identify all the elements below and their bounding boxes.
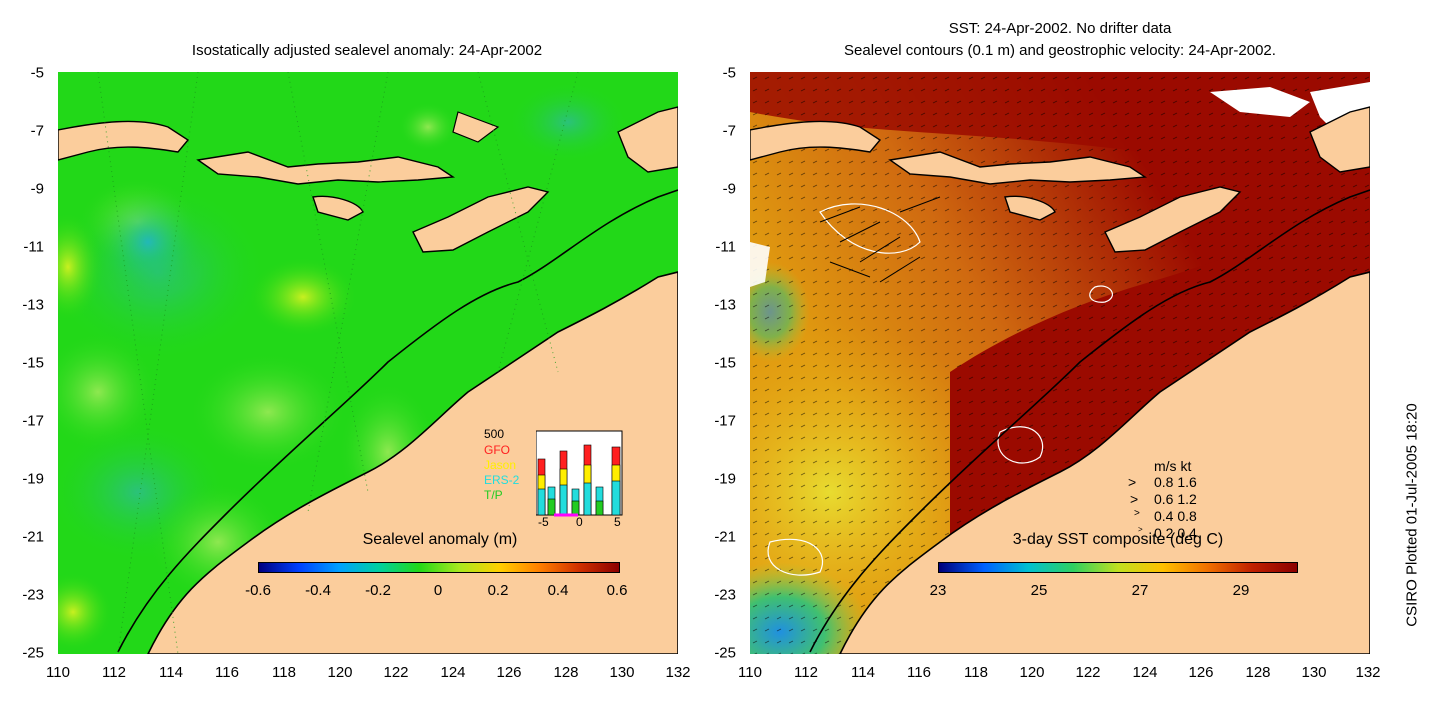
- x-tick: 128: [1245, 664, 1271, 681]
- sst-map: m/s kt > 0.8 1.6 > 0.6 1.2 > 0.4 0.8 > 0…: [750, 72, 1370, 654]
- y-tick: -9: [30, 180, 44, 198]
- y-tick: -25: [22, 644, 44, 662]
- right-map-title-line1: SST: 24-Apr-2002. No drifter data: [948, 20, 1172, 37]
- x-tick: 126: [496, 664, 522, 681]
- y-tick: -11: [23, 238, 44, 256]
- x-tick: 110: [738, 664, 762, 681]
- inset-xtick-zero: 0: [576, 515, 583, 529]
- inset-max-label: 500: [484, 427, 505, 441]
- x-tick: 126: [1188, 664, 1214, 681]
- x-tick: 130: [1301, 664, 1327, 681]
- left-colorbar-title: Sealevel anomaly (m): [362, 531, 518, 548]
- mission-gfo-label: GFO: [484, 443, 510, 457]
- x-tick: 128: [553, 664, 579, 681]
- y-tick: -19: [714, 470, 736, 488]
- x-tick: 110: [46, 664, 70, 681]
- plot-credit: CSIRO Plotted 01-Jul-2005 18:20: [1403, 403, 1421, 627]
- velocity-arrow-icon: >: [1130, 491, 1139, 507]
- y-tick: -21: [22, 528, 44, 546]
- inset-xtick-min: -5: [538, 515, 549, 529]
- right-cbar-tick: 29: [1232, 582, 1250, 599]
- x-tick: 112: [102, 664, 126, 681]
- y-tick: -15: [22, 354, 44, 372]
- x-tick: 132: [665, 664, 691, 681]
- sst-field: [750, 72, 1370, 654]
- right-cbar-tick: 25: [1030, 582, 1048, 599]
- x-tick: 114: [159, 664, 183, 681]
- right-map-title-line2: Sealevel contours (0.1 m) and geostrophi…: [844, 42, 1276, 59]
- y-tick: -11: [715, 238, 736, 256]
- x-tick: 120: [1019, 664, 1045, 681]
- velocity-arrow-icon: >: [1128, 474, 1137, 490]
- velocity-legend-row: 0.2 0.4: [1154, 525, 1197, 541]
- left-cbar-tick: -0.6: [245, 582, 271, 599]
- x-tick: 118: [964, 664, 988, 681]
- sst-colorbar: [938, 562, 1298, 573]
- x-tick: 116: [907, 664, 931, 681]
- left-map-title: Isostatically adjusted sealevel anomaly:…: [191, 42, 543, 59]
- x-tick: 114: [851, 664, 875, 681]
- velocity-legend-row: 0.6 1.2: [1154, 491, 1197, 507]
- inset-xtick-max: 5: [614, 515, 621, 529]
- mission-data-inset: 500 GFO Jason ERS-2 T/P -5 0 5: [476, 427, 626, 529]
- x-tick: 116: [215, 664, 239, 681]
- sealevel-colorbar: [258, 562, 620, 573]
- y-tick: -5: [722, 64, 736, 82]
- right-colorbar-title: 3-day SST composite (deg C): [1012, 531, 1224, 548]
- x-tick: 118: [272, 664, 296, 681]
- y-tick: -17: [714, 412, 736, 430]
- x-tick: 124: [1132, 664, 1158, 681]
- y-tick: -13: [22, 296, 44, 314]
- sealevel-anomaly-field: [58, 72, 678, 654]
- y-tick: -17: [22, 412, 44, 430]
- right-cbar-tick: 23: [929, 582, 947, 599]
- y-tick: -21: [714, 528, 736, 546]
- x-tick: 122: [1075, 664, 1101, 681]
- y-tick: -19: [22, 470, 44, 488]
- left-cbar-tick: -0.4: [305, 582, 331, 599]
- left-cbar-tick: -0.2: [365, 582, 391, 599]
- y-tick: -23: [22, 586, 44, 604]
- left-cbar-tick: 0.4: [547, 582, 569, 599]
- velocity-arrow-icon: >: [1138, 525, 1143, 534]
- velocity-legend-header: m/s kt: [1154, 458, 1192, 474]
- left-cbar-tick: 0.2: [487, 582, 509, 599]
- y-tick: -13: [714, 296, 736, 314]
- right-cbar-tick: 27: [1131, 582, 1149, 599]
- velocity-legend: m/s kt > 0.8 1.6 > 0.6 1.2 > 0.4 0.8 > 0…: [1128, 458, 1238, 550]
- x-tick: 112: [794, 664, 818, 681]
- mission-ers2-label: ERS-2: [484, 473, 520, 487]
- mission-jason-label: Jason: [484, 458, 517, 472]
- velocity-arrow-icon: >: [1134, 508, 1140, 519]
- mission-histogram: [536, 430, 623, 517]
- x-tick: 120: [327, 664, 353, 681]
- y-tick: -7: [30, 122, 44, 140]
- x-tick: 124: [440, 664, 466, 681]
- y-tick: -25: [714, 644, 736, 662]
- y-tick: -5: [30, 64, 44, 82]
- velocity-legend-row: 0.8 1.6: [1154, 474, 1197, 490]
- y-tick: -23: [714, 586, 736, 604]
- x-tick: 130: [609, 664, 635, 681]
- sealevel-anomaly-map: 500 GFO Jason ERS-2 T/P -5 0 5: [58, 72, 678, 654]
- x-tick: 122: [383, 664, 409, 681]
- velocity-legend-row: 0.4 0.8: [1154, 508, 1197, 524]
- y-tick: -15: [714, 354, 736, 372]
- y-tick: -7: [722, 122, 736, 140]
- mission-tp-label: T/P: [484, 488, 503, 502]
- left-cbar-tick: 0: [433, 582, 443, 599]
- x-tick: 132: [1355, 664, 1381, 681]
- y-tick: -9: [722, 180, 736, 198]
- left-cbar-tick: 0.6: [606, 582, 628, 599]
